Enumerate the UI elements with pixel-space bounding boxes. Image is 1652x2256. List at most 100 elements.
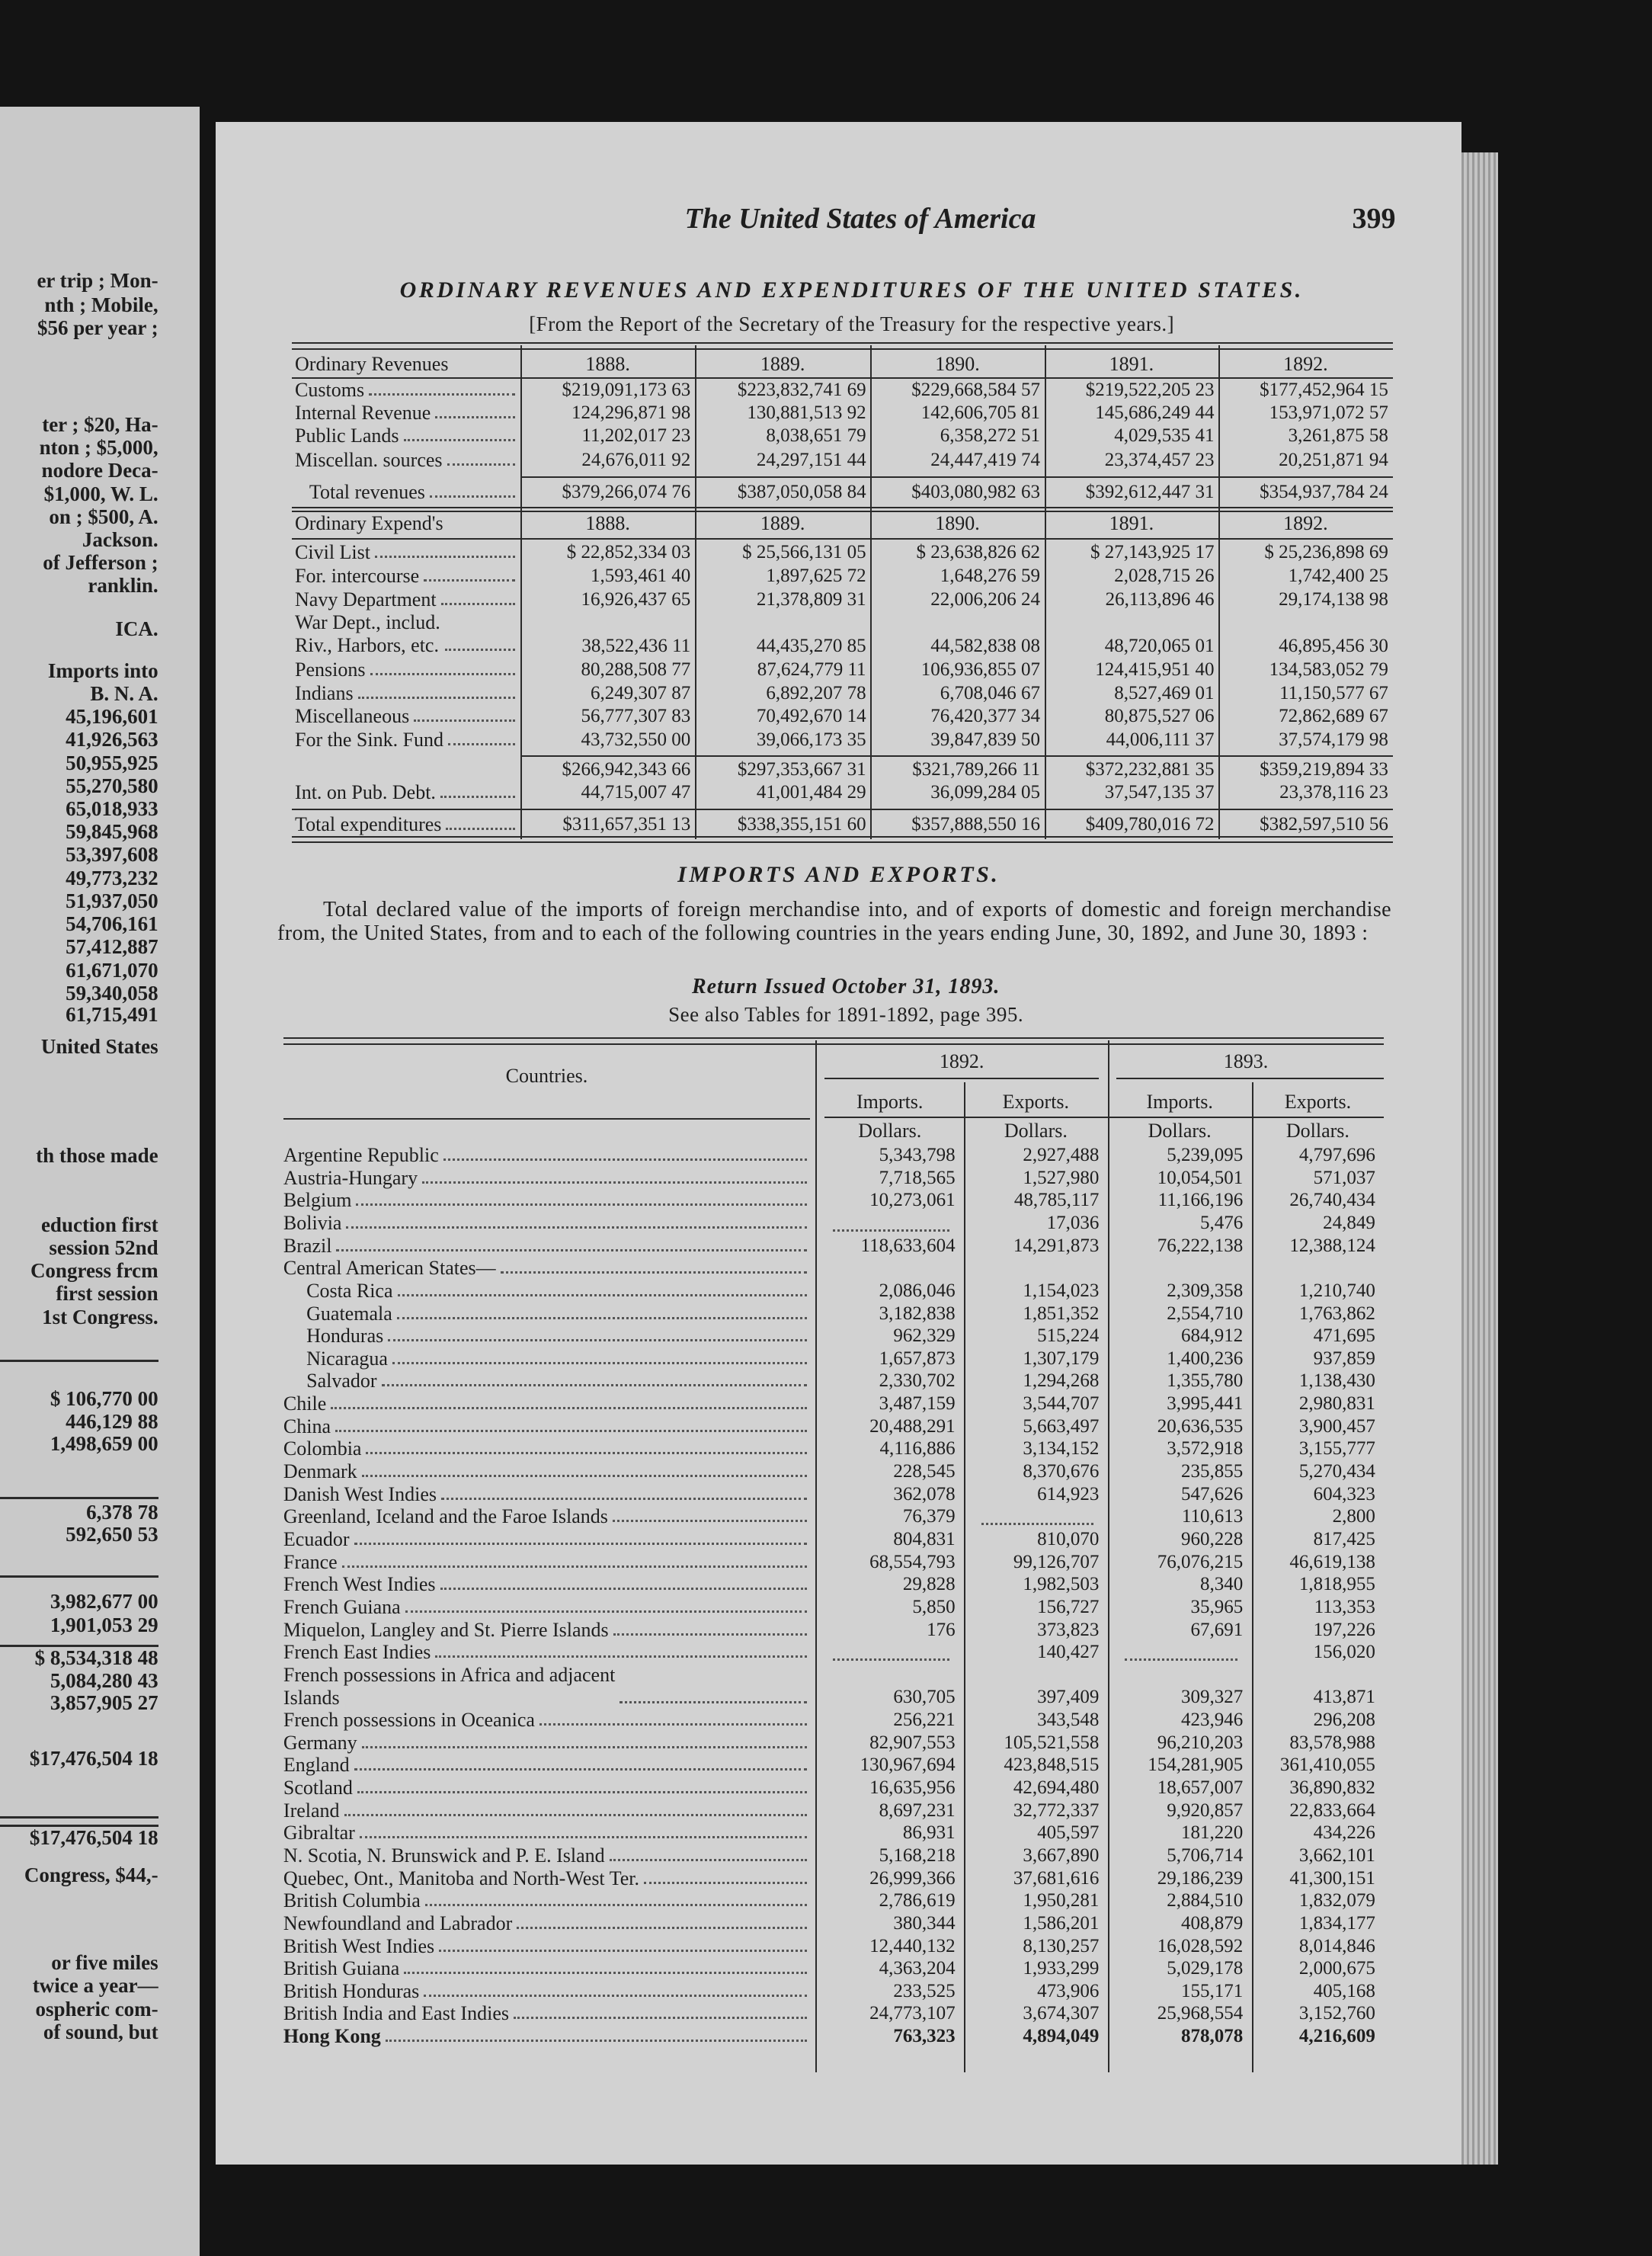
amount: 8,527,469 01 xyxy=(1114,682,1215,703)
left-page-line: nodore Deca- xyxy=(41,459,158,482)
left-page-line: 1,901,053 29 xyxy=(50,1613,158,1636)
amount: $372,232,881 35 xyxy=(1085,759,1215,780)
amount: 14,291,873 xyxy=(1013,1235,1100,1256)
amount: 96,210,203 xyxy=(1157,1732,1244,1753)
amount: 6,708,046 67 xyxy=(940,682,1041,703)
section-title: IMPORTS AND EXPORTS. xyxy=(677,861,1000,887)
amount: 11,202,017 23 xyxy=(581,425,691,447)
amount: 1,648,276 59 xyxy=(940,565,1041,586)
country-label: Colombia xyxy=(283,1437,362,1460)
amount: 373,823 xyxy=(1037,1619,1100,1640)
amount: 145,686,249 44 xyxy=(1095,402,1215,423)
rule xyxy=(283,1037,1385,1040)
see-also: See also Tables for 1891-1892, page 395. xyxy=(668,1003,1024,1027)
amount: 68,554,793 xyxy=(869,1551,956,1572)
country-label-cell: Belgium xyxy=(283,1189,810,1212)
leader-dots xyxy=(435,415,515,418)
amount: 3,261,875 58 xyxy=(1288,425,1388,447)
column-header: Ordinary Expend's xyxy=(295,512,443,535)
amount: 1,210,740 xyxy=(1298,1280,1375,1301)
country-label: Argentine Republic xyxy=(283,1144,439,1167)
leader-dots xyxy=(448,743,515,746)
left-page-line: 54,706,161 xyxy=(66,912,158,936)
amount: 1,307,179 xyxy=(1023,1348,1100,1369)
amount: 1,832,079 xyxy=(1298,1890,1375,1912)
amount: 8,014,846 xyxy=(1298,1935,1375,1956)
amount: 46,619,138 xyxy=(1289,1551,1375,1572)
row-label-cell: For. intercourse xyxy=(295,565,518,588)
row-label: Civil List xyxy=(295,540,370,563)
amount: 817,425 xyxy=(1313,1528,1375,1549)
leader-dots xyxy=(405,1610,807,1613)
amount: 46,895,456 30 xyxy=(1279,636,1388,657)
page-edges xyxy=(1462,152,1498,2165)
country-label-cell: Denmark xyxy=(283,1460,810,1483)
amount: 1,818,955 xyxy=(1298,1574,1375,1595)
rule xyxy=(824,1078,1100,1080)
left-page-line: 61,671,070 xyxy=(66,958,158,982)
left-page-line: United States xyxy=(40,1034,158,1058)
amount: 44,435,270 85 xyxy=(756,636,866,657)
row-label: Pensions xyxy=(295,658,366,681)
amount: 11,166,196 xyxy=(1157,1190,1244,1211)
country-label-cell: Guatemala xyxy=(306,1303,810,1325)
amount: 23,374,457 23 xyxy=(1104,450,1215,471)
left-page-line: $17,476,504 18 xyxy=(29,1747,158,1771)
row-label-cell: War Dept., includ. Riv., Harbors, etc. xyxy=(295,611,518,657)
amount: $229,668,584 57 xyxy=(911,379,1041,400)
country-label-cell: Central American States— xyxy=(283,1257,810,1280)
amount: 614,923 xyxy=(1037,1483,1100,1505)
country-label-cell: Chile xyxy=(283,1392,810,1415)
amount: 36,099,284 05 xyxy=(930,782,1041,803)
amount: 413,871 xyxy=(1313,1687,1375,1708)
leader-dots xyxy=(517,1926,807,1929)
amount: 67,691 xyxy=(1190,1619,1244,1640)
amount: 118,633,604 xyxy=(860,1235,956,1256)
left-page-line: on ; $500, A. xyxy=(49,505,158,528)
left-page-line: 3,857,905 27 xyxy=(50,1690,158,1714)
row-label-cell: Public Lands xyxy=(295,425,518,447)
amount: 26,740,434 xyxy=(1289,1190,1375,1211)
left-page-line: 1st Congress. xyxy=(42,1305,158,1328)
amount: 571,037 xyxy=(1313,1167,1375,1188)
amount: 296,208 xyxy=(1313,1710,1375,1731)
leader-dots xyxy=(366,1452,807,1455)
amount: 423,946 xyxy=(1180,1710,1244,1731)
rule xyxy=(292,348,1393,350)
amount: 4,894,049 xyxy=(1023,2026,1100,2047)
country-label-cell: Gibraltar xyxy=(283,1822,810,1844)
leader-dots xyxy=(335,1429,807,1432)
country-label: Gibraltar xyxy=(283,1822,355,1844)
amount: $409,780,016 72 xyxy=(1085,813,1215,835)
left-page-line: Jackson. xyxy=(82,528,158,551)
amount: 18,657,007 xyxy=(1157,1777,1244,1799)
left-page-line: $1,000, W. L. xyxy=(43,482,158,505)
amount: 3,662,101 xyxy=(1298,1844,1375,1866)
country-label: Danish West Indies xyxy=(283,1482,437,1505)
year-header: 1889. xyxy=(760,512,805,535)
leader-dots xyxy=(422,1181,807,1184)
amount: 5,168,218 xyxy=(879,1844,956,1866)
leader-dots xyxy=(424,578,515,582)
amount: 37,681,616 xyxy=(1013,1867,1100,1889)
leader-dots xyxy=(439,1949,807,1952)
rule xyxy=(1044,345,1046,839)
rule xyxy=(824,1117,1385,1119)
rule xyxy=(292,835,1393,838)
amount: 12,440,132 xyxy=(869,1935,956,1956)
amount: 76,379 xyxy=(902,1506,956,1527)
amount: $379,266,074 76 xyxy=(562,481,691,502)
country-label-cell: Honduras xyxy=(306,1325,810,1348)
amount: 5,663,497 xyxy=(1023,1415,1100,1437)
amount: 23,378,116 23 xyxy=(1279,782,1388,803)
amount: 1,527,980 xyxy=(1023,1167,1100,1188)
amount: 124,415,951 40 xyxy=(1095,659,1215,680)
left-page-line: ICA. xyxy=(115,617,158,641)
amount: 235,855 xyxy=(1180,1461,1244,1482)
amount: 99,126,707 xyxy=(1013,1551,1100,1572)
amount: 3,487,159 xyxy=(879,1393,956,1415)
rule xyxy=(0,1496,158,1499)
unit-header: Dollars. xyxy=(1285,1119,1349,1142)
country-label: French possessions in Oceanica xyxy=(283,1709,535,1732)
amount: 48,785,117 xyxy=(1013,1190,1100,1211)
